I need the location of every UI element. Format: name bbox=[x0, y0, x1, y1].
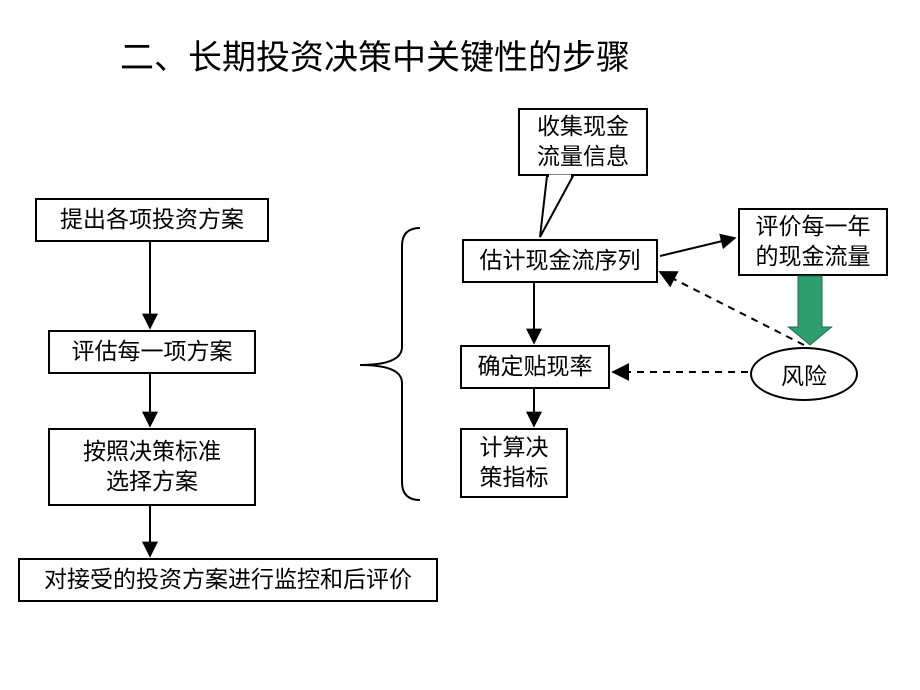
node-label: 收集现金流量信息 bbox=[537, 112, 629, 172]
node-label: 风险 bbox=[781, 357, 827, 391]
node-propose-plans: 提出各项投资方案 bbox=[35, 198, 269, 242]
node-label: 计算决策指标 bbox=[480, 433, 549, 493]
node-discount-rate: 确定贴现率 bbox=[460, 345, 610, 389]
node-label: 评估每一项方案 bbox=[72, 337, 233, 367]
node-select-standard: 按照决策标准选择方案 bbox=[48, 428, 256, 506]
node-evaluate-yearly: 评价每一年的现金流量 bbox=[738, 208, 888, 276]
node-estimate-cash: 估计现金流序列 bbox=[462, 239, 658, 283]
node-calc-indicator: 计算决策指标 bbox=[460, 428, 568, 498]
node-label: 对接受的投资方案进行监控和后评价 bbox=[44, 565, 412, 595]
node-monitor-post: 对接受的投资方案进行监控和后评价 bbox=[18, 558, 438, 602]
page-title: 二、长期投资决策中关键性的步骤 bbox=[120, 30, 920, 79]
node-collect-cash: 收集现金流量信息 bbox=[518, 108, 648, 176]
node-label: 估计现金流序列 bbox=[480, 246, 641, 276]
node-label: 提出各项投资方案 bbox=[60, 205, 244, 235]
node-evaluate-each: 评估每一项方案 bbox=[48, 330, 256, 374]
node-risk: 风险 bbox=[750, 347, 858, 401]
node-label: 评价每一年的现金流量 bbox=[756, 212, 871, 272]
node-label: 确定贴现率 bbox=[478, 352, 593, 382]
node-label: 按照决策标准选择方案 bbox=[83, 437, 221, 497]
